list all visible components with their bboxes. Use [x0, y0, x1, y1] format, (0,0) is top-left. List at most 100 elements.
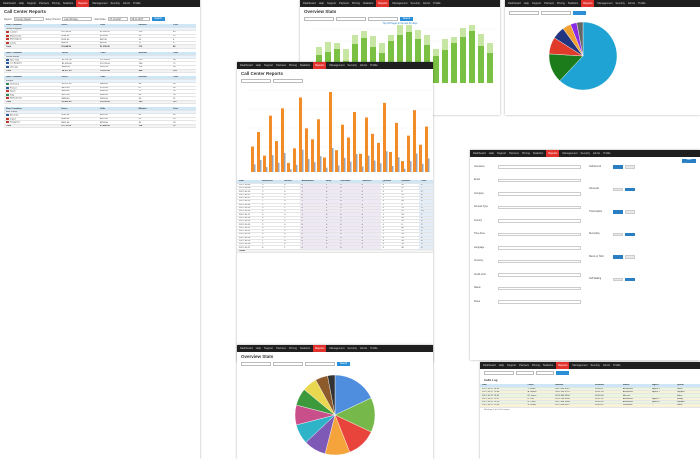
nav-item-reports[interactable]: Reports [76, 0, 90, 7]
report-select[interactable] [241, 79, 271, 83]
end-date-input[interactable] [536, 371, 554, 375]
nav-item-help[interactable]: Help [498, 364, 505, 367]
nav-item-reports[interactable]: Reports [376, 0, 390, 7]
end-date-input[interactable]: 08-11-2017 [129, 17, 150, 21]
nav-item-profile[interactable]: Profile [433, 2, 441, 5]
nav-item-management[interactable]: Management [572, 364, 588, 367]
nav-item-admin[interactable]: Admin [122, 2, 131, 5]
toggle-off[interactable] [625, 187, 635, 191]
filter-select[interactable] [368, 17, 398, 21]
nav-item-partners[interactable]: Partners [276, 64, 286, 67]
search-button[interactable]: Search [151, 17, 165, 21]
table-row[interactable]: 2017-10-27 14:02 J. Smith 020 7946 0012 00:… [480, 387, 700, 392]
nav-item-management[interactable]: Management [329, 347, 345, 350]
text-field[interactable] [498, 192, 581, 196]
nav-item-help[interactable]: Help [523, 2, 530, 5]
text-field[interactable] [498, 232, 581, 236]
search-button[interactable]: Search [337, 362, 350, 366]
nav-item-dashboard[interactable]: Dashboard [240, 64, 253, 67]
nav-item-reports[interactable]: Reports [546, 150, 560, 157]
period-select[interactable] [336, 17, 366, 21]
nav-item-partners[interactable]: Partners [39, 2, 49, 5]
nav-item-security[interactable]: Security [110, 2, 120, 5]
period-select[interactable] [273, 79, 303, 83]
nav-item-partners[interactable]: Partners [509, 152, 519, 155]
nav-item-dashboard[interactable]: Dashboard [508, 2, 521, 5]
nav-item-statistics[interactable]: Statistics [62, 2, 74, 5]
search-button[interactable] [573, 11, 586, 15]
nav-item-security[interactable]: Security [410, 2, 420, 5]
nav-item-admin[interactable]: Admin [627, 2, 636, 5]
period-select[interactable] [273, 362, 303, 366]
nav-item-help[interactable]: Help [255, 64, 262, 67]
nav-item-dashboard[interactable]: Dashboard [3, 2, 16, 5]
nav-item-reports[interactable]: Reports [556, 362, 570, 369]
nav-item-pricing[interactable]: Pricing [288, 64, 297, 67]
nav-item-security[interactable]: Security [580, 152, 590, 155]
table-row[interactable]: 2017-10-27 11:46 S. White 0117 496 0012 00:… [480, 403, 700, 408]
nav-item-dashboard[interactable]: Dashboard [473, 152, 486, 155]
nav-item-profile[interactable]: Profile [370, 347, 378, 350]
text-field[interactable] [498, 286, 581, 290]
toggle-on[interactable] [613, 232, 623, 236]
nav-item-help[interactable]: Help [318, 2, 325, 5]
start-date-input[interactable] [516, 371, 534, 375]
nav-item-help[interactable]: Help [255, 347, 262, 350]
nav-item-support[interactable]: Support [27, 2, 37, 5]
nav-item-statistics[interactable]: Statistics [567, 2, 579, 5]
filter-select[interactable] [305, 362, 335, 366]
nav-item-support[interactable]: Support [264, 64, 274, 67]
nav-item-support[interactable]: Support [532, 2, 542, 5]
nav-item-partners[interactable]: Partners [276, 347, 286, 350]
nav-item-statistics[interactable]: Statistics [299, 64, 311, 67]
nav-item-management[interactable]: Management [562, 152, 578, 155]
text-field[interactable] [498, 178, 581, 182]
nav-item-reports[interactable]: Reports [581, 0, 595, 7]
site-select[interactable] [304, 17, 334, 21]
nav-item-admin[interactable]: Admin [359, 347, 368, 350]
text-field[interactable] [498, 219, 581, 223]
toggle-on[interactable] [613, 187, 623, 191]
nav-item-profile[interactable]: Profile [133, 2, 141, 5]
nav-item-admin[interactable]: Admin [592, 152, 601, 155]
period-select[interactable]: Last 30 Days [62, 17, 93, 21]
nav-item-help[interactable]: Help [18, 2, 25, 5]
toggle-off[interactable] [625, 255, 635, 259]
nav-item-reports[interactable]: Reports [313, 345, 327, 352]
nav-item-pricing[interactable]: Pricing [51, 2, 60, 5]
nav-item-pricing[interactable]: Pricing [521, 152, 530, 155]
nav-item-dashboard[interactable]: Dashboard [240, 347, 253, 350]
nav-item-profile[interactable]: Profile [603, 152, 611, 155]
nav-item-reports[interactable]: Reports [313, 62, 327, 69]
nav-item-statistics[interactable]: Statistics [299, 347, 311, 350]
nav-item-management[interactable]: Management [329, 64, 345, 67]
text-field[interactable] [498, 300, 581, 304]
text-field[interactable] [498, 259, 581, 263]
nav-item-statistics[interactable]: Statistics [362, 2, 374, 5]
text-field[interactable] [498, 273, 581, 277]
site-select[interactable] [241, 362, 271, 366]
start-date-input[interactable]: 07-10-2017 [107, 17, 128, 21]
toggle-on[interactable] [613, 277, 623, 281]
nav-item-pricing[interactable]: Pricing [351, 2, 360, 5]
nav-item-help[interactable]: Help [488, 152, 495, 155]
nav-item-management[interactable]: Management [597, 2, 613, 5]
toggle-off[interactable] [625, 210, 635, 214]
nav-item-dashboard[interactable]: Dashboard [483, 364, 496, 367]
nav-item-support[interactable]: Support [264, 347, 274, 350]
table-row[interactable]: 2017-10-27 13:48 A. Brown 0161 496 0781 00:… [480, 390, 700, 395]
text-field[interactable] [498, 246, 581, 250]
nav-item-security[interactable]: Security [590, 364, 600, 367]
nav-item-support[interactable]: Support [327, 2, 337, 5]
nav-item-security[interactable]: Security [347, 347, 357, 350]
nav-item-partners[interactable]: Partners [519, 364, 529, 367]
nav-item-profile[interactable]: Profile [370, 64, 378, 67]
nav-item-partners[interactable]: Partners [544, 2, 554, 5]
toggle-off[interactable] [625, 232, 635, 236]
nav-item-management[interactable]: Management [392, 2, 408, 5]
nav-item-profile[interactable]: Profile [638, 2, 646, 5]
nav-item-pricing[interactable]: Pricing [288, 347, 297, 350]
toggle-off[interactable] [625, 277, 635, 281]
nav-item-statistics[interactable]: Statistics [542, 364, 554, 367]
text-field[interactable] [498, 165, 581, 169]
